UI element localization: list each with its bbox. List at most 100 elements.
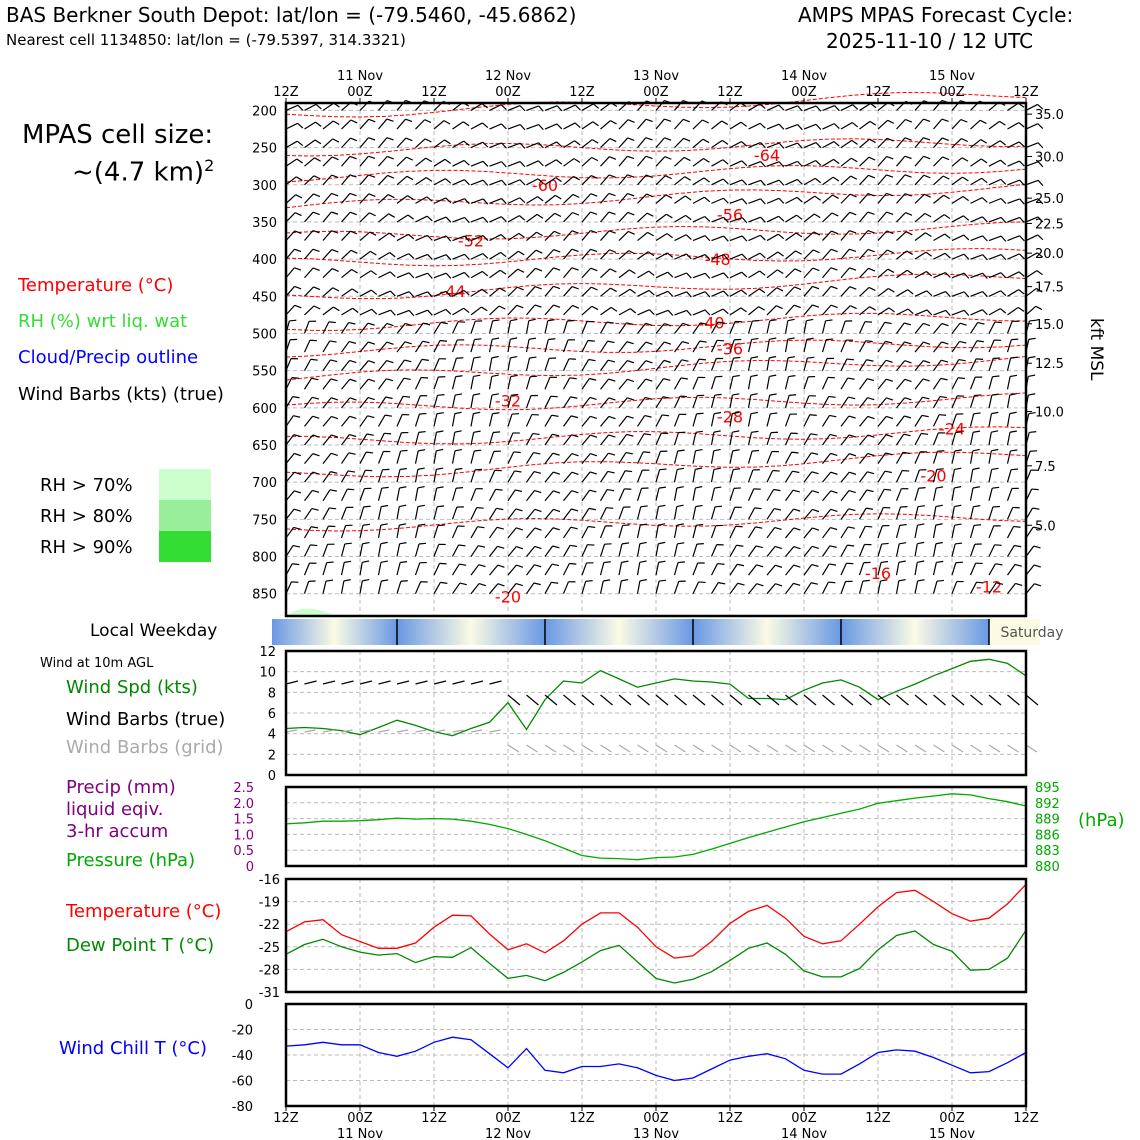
wind-barb-flag bbox=[553, 285, 561, 290]
wind-barb-flag bbox=[551, 581, 559, 584]
wind-barb-shaft bbox=[933, 137, 943, 149]
wind-barb-shaft bbox=[877, 249, 888, 260]
wind-barb-shaft bbox=[396, 377, 405, 390]
wind-barb-flag bbox=[589, 489, 597, 493]
wind-barb-flag bbox=[704, 254, 711, 261]
wind-barb-shaft bbox=[674, 341, 683, 353]
wind-barb-flag bbox=[665, 194, 673, 199]
wind-barb-shaft bbox=[488, 489, 497, 502]
wind-barb-shaft bbox=[415, 234, 428, 242]
wind-barb-shaft bbox=[304, 453, 314, 464]
wind-barb-flag bbox=[518, 250, 525, 256]
wind-barb-shaft bbox=[803, 177, 816, 186]
wind-barb-flag bbox=[513, 451, 521, 454]
wind-barb-flag bbox=[695, 430, 703, 433]
wind-barb-shaft bbox=[692, 358, 700, 371]
wind-barb-shaft bbox=[988, 159, 1001, 167]
wind-barb-shaft bbox=[859, 174, 869, 186]
wind-barb-flag bbox=[752, 449, 760, 452]
wind-barb-shaft bbox=[877, 452, 887, 464]
wind-barb-shaft bbox=[563, 526, 572, 539]
wind-barb-flag bbox=[329, 340, 337, 343]
wind-barb-flag bbox=[493, 431, 501, 434]
wind-barb-shaft bbox=[322, 138, 334, 149]
wind-barb-shaft bbox=[711, 254, 724, 260]
wind-barb-flag bbox=[1000, 235, 1007, 242]
wind-barb-shaft bbox=[914, 451, 921, 464]
wind-barb-shaft bbox=[710, 450, 715, 464]
wind-tick-label: 12 bbox=[259, 645, 276, 660]
wind-barb-shaft bbox=[544, 304, 554, 316]
wind-barb-shaft bbox=[1025, 161, 1039, 167]
wind-barb-flag bbox=[313, 193, 321, 198]
wind-barb-flag bbox=[758, 288, 766, 294]
kft-tick-label: 12.5 bbox=[1035, 357, 1064, 372]
wind-barb-shaft bbox=[673, 562, 679, 576]
wind-barb-shaft bbox=[470, 394, 474, 408]
wind-barb-shaft bbox=[340, 580, 345, 594]
surface-barb bbox=[637, 694, 650, 706]
wind-barb-flag bbox=[1015, 582, 1023, 587]
wind-barb-flag bbox=[1000, 198, 1007, 205]
wind-barb-shaft bbox=[470, 339, 476, 353]
wind-barb-shaft bbox=[304, 211, 314, 223]
wind-barb-flag bbox=[832, 194, 839, 199]
wind-barb-flag bbox=[417, 504, 425, 508]
wind-barb-flag bbox=[760, 161, 766, 168]
wind-barb-shaft bbox=[988, 272, 1002, 279]
wind-barb-shaft bbox=[1006, 432, 1011, 446]
wind-barb-flag bbox=[454, 430, 462, 433]
wind-barb-shaft bbox=[599, 562, 605, 576]
wind-barb-flag bbox=[750, 374, 758, 378]
wind-barb-shaft bbox=[914, 415, 923, 427]
wind-barb-shaft bbox=[618, 580, 622, 594]
wind-barb-flag bbox=[923, 137, 931, 141]
station-title: BAS Berkner South Depot: lat/lon = (-79.… bbox=[6, 3, 577, 27]
wind-barb-shaft bbox=[784, 320, 789, 334]
wind-barb-shaft bbox=[951, 272, 965, 279]
wind-barb-shaft bbox=[969, 395, 975, 409]
wind-barb-flag bbox=[713, 430, 721, 433]
wind-barb-shaft bbox=[803, 267, 814, 279]
wind-barb-shaft bbox=[489, 234, 502, 242]
wind-barb-flag bbox=[330, 452, 338, 456]
pressure-tick-label: 886 bbox=[1035, 828, 1060, 843]
wind-barb-flag bbox=[553, 267, 561, 271]
wind-barb-shaft bbox=[785, 286, 795, 297]
wind-barb-flag bbox=[537, 178, 544, 184]
wind-barb-flag bbox=[906, 250, 913, 255]
grid-barb bbox=[933, 744, 945, 753]
wind-barb-flag bbox=[445, 235, 452, 242]
wind-barb-shaft bbox=[433, 450, 437, 464]
wind-barb-shaft bbox=[396, 175, 408, 186]
wind-barb-shaft bbox=[322, 471, 332, 483]
wind-barb-shaft bbox=[359, 118, 370, 130]
wind-barb-flag bbox=[718, 582, 726, 585]
wind-barb-shaft bbox=[470, 234, 484, 242]
wind-barb-flag bbox=[935, 523, 943, 526]
time-tick-label-bottom: 00Z bbox=[643, 1111, 669, 1126]
wind-barb-shaft bbox=[304, 121, 316, 130]
wind-barb-shaft bbox=[377, 488, 383, 501]
wind-barb-shaft bbox=[803, 395, 810, 409]
wind-barb-shaft bbox=[710, 506, 716, 520]
windchill-tick-label: -20 bbox=[232, 1024, 253, 1039]
wind-barb-shaft bbox=[507, 250, 519, 260]
wind-barb-shaft bbox=[1007, 179, 1020, 186]
wind-barb-flag bbox=[643, 433, 652, 436]
wind-barb-flag bbox=[606, 488, 615, 492]
wind-barb-shaft bbox=[415, 215, 428, 223]
wind-barb-shaft bbox=[877, 562, 882, 576]
wind-barb-shaft bbox=[470, 545, 479, 557]
wind-barb-shaft bbox=[877, 543, 883, 557]
wind-barb-shaft bbox=[655, 396, 664, 409]
wind-barb-shaft bbox=[858, 562, 865, 576]
surface-barb bbox=[970, 694, 983, 706]
wind-barb-shaft bbox=[489, 545, 498, 557]
wind-barb-shaft bbox=[304, 396, 313, 409]
wind-barb-shaft bbox=[489, 198, 502, 204]
wind-barb-flag bbox=[775, 305, 783, 310]
wind-barb-flag bbox=[972, 467, 980, 470]
wind-barb-shaft bbox=[322, 562, 328, 576]
wind-barb-shaft bbox=[525, 414, 533, 427]
